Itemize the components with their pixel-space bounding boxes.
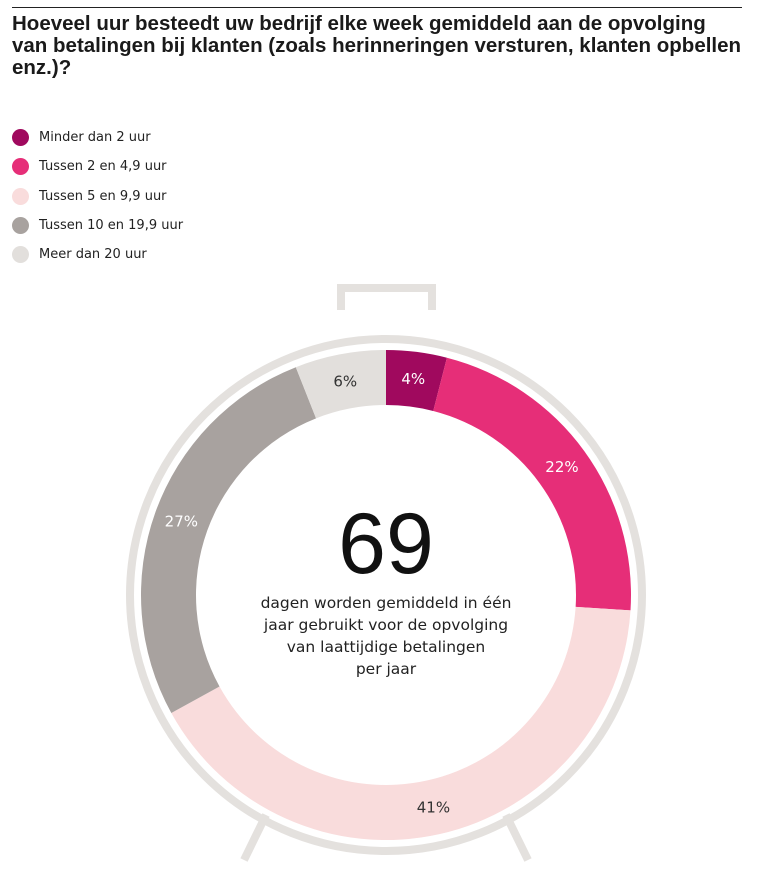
legend-label: Minder dan 2 uur: [39, 130, 151, 146]
stopwatch-leg-left: [240, 813, 270, 862]
legend-swatch: [12, 217, 29, 235]
top-rule: [12, 7, 742, 8]
legend: Minder dan 2 uur Tussen 2 en 4,9 uur Tus…: [12, 123, 183, 269]
donut-slice: [433, 357, 631, 611]
donut-slices: [140, 350, 631, 840]
stopwatch-crown: [337, 284, 436, 310]
slice-percent-label: 41%: [417, 798, 450, 816]
slice-percent-label: 4%: [401, 370, 425, 388]
percent-labels: 4% 22% 41% 27% 6%: [165, 370, 579, 816]
stopwatch-ring: [126, 335, 646, 855]
stopwatch-leg-right: [502, 813, 532, 862]
legend-item: Tussen 10 en 19,9 uur: [12, 211, 183, 240]
stopwatch-outline: [126, 284, 646, 862]
legend-item: Tussen 5 en 9,9 uur: [12, 182, 183, 211]
legend-item: Meer dan 20 uur: [12, 240, 183, 269]
donut-slice: [140, 367, 317, 714]
center-value: 69: [338, 496, 434, 592]
donut-chart: 4% 22% 41% 27% 6% 69 dagen worden gemiddeld …: [126, 284, 646, 862]
center-text-line-4: per jaar: [356, 660, 417, 678]
legend-swatch: [12, 246, 29, 264]
slice-percent-label: 27%: [165, 512, 198, 530]
donut-slice: [386, 350, 447, 411]
legend-swatch: [12, 129, 29, 147]
chart-title: Hoeveel uur besteedt uw bedrijf elke wee…: [12, 12, 742, 79]
legend-swatch: [12, 158, 29, 176]
center-text-line-2: jaar gebruikt voor de opvolging: [263, 616, 508, 634]
legend-item: Tussen 2 en 4,9 uur: [12, 152, 183, 181]
center-text-line-1: dagen worden gemiddeld in één: [261, 594, 512, 612]
legend-label: Tussen 5 en 9,9 uur: [39, 188, 167, 204]
legend-swatch: [12, 187, 29, 205]
slice-percent-label: 22%: [545, 458, 578, 476]
legend-label: Tussen 10 en 19,9 uur: [39, 218, 184, 234]
legend-label: Tussen 2 en 4,9 uur: [39, 159, 167, 175]
center-text-line-3: van laattijdige betalingen: [287, 638, 486, 656]
legend-item: Minder dan 2 uur: [12, 123, 183, 152]
donut-slice: [295, 350, 386, 419]
donut-slice: [171, 606, 631, 840]
legend-label: Meer dan 20 uur: [39, 247, 147, 263]
slice-percent-label: 6%: [333, 372, 357, 390]
